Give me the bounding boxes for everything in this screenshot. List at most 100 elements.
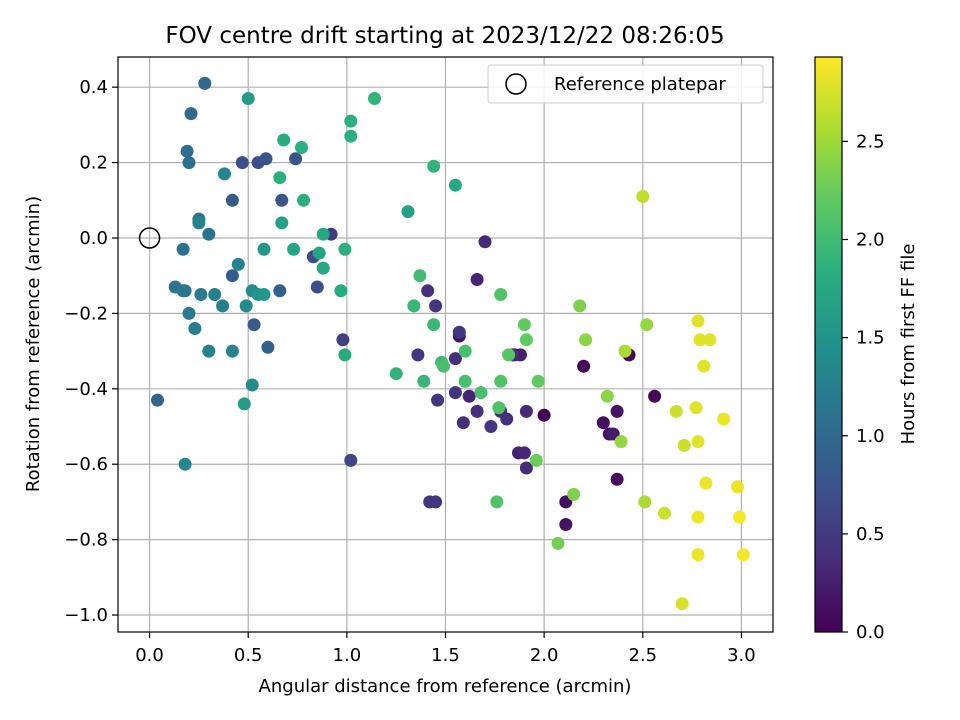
data-point [675, 597, 689, 611]
x-tick-label: 2.0 [530, 645, 559, 666]
legend-marker [505, 73, 527, 95]
data-point [401, 205, 415, 219]
colorbar-ticks: 0.0 0.5 1.0 1.5 2.0 2.5 [842, 131, 885, 643]
data-point [257, 242, 271, 256]
x-tick-label: 3.0 [727, 645, 756, 666]
y-tick-label: 0.0 [79, 228, 108, 249]
data-point [417, 374, 431, 388]
x-tick-label: 2.5 [628, 645, 657, 666]
colorbar-tick-label: 2.5 [856, 131, 885, 152]
data-point [559, 518, 573, 531]
y-axis-ticks: 0.4 0.2 0.0 −0.2 −0.4 −0.6 −0.8 −1.0 [64, 77, 118, 626]
data-point [484, 420, 498, 433]
data-point [502, 348, 516, 362]
data-point [462, 389, 476, 403]
data-point [239, 299, 253, 313]
data-point [500, 412, 514, 426]
data-point [492, 401, 506, 415]
data-point [736, 548, 750, 562]
data-point [178, 457, 192, 471]
data-point [458, 344, 472, 358]
x-axis-ticks: 0.0 0.5 1.0 1.5 2.0 2.5 3.0 [135, 632, 756, 666]
data-point [178, 284, 192, 298]
data-point [338, 348, 352, 362]
data-point [273, 171, 287, 185]
data-point [717, 412, 731, 426]
data-point [407, 299, 421, 313]
data-point [519, 461, 533, 475]
data-point [614, 435, 628, 449]
data-point [658, 506, 671, 520]
data-point [338, 242, 352, 256]
data-point [368, 92, 381, 105]
data-point [194, 288, 208, 301]
data-point [421, 284, 435, 298]
data-point [241, 92, 255, 105]
colorbar-label: Hours from first FF file [898, 244, 919, 445]
data-point [517, 446, 531, 460]
data-point [176, 242, 190, 256]
data-point [669, 404, 683, 418]
data-point [494, 374, 508, 388]
grid [118, 57, 773, 632]
data-point [693, 333, 707, 347]
reference-platepar-marker [138, 227, 161, 249]
data-point [733, 510, 746, 524]
data-point [277, 133, 291, 147]
data-point [427, 318, 441, 332]
x-tick-label: 1.5 [431, 645, 460, 666]
data-point [261, 340, 275, 354]
data-point [470, 404, 484, 418]
y-tick-label: 0.4 [79, 77, 108, 98]
data-point [151, 393, 164, 407]
data-point [610, 472, 624, 486]
data-point [297, 193, 310, 207]
data-point [182, 156, 196, 170]
data-point [618, 344, 632, 358]
data-point [225, 269, 239, 283]
legend-box [487, 64, 764, 104]
data-point [198, 76, 212, 90]
data-point [519, 333, 533, 347]
x-tick-label: 0.5 [234, 645, 263, 666]
data-point [458, 374, 472, 388]
data-point [180, 144, 194, 158]
data-point [470, 273, 484, 286]
data-point [567, 487, 581, 501]
y-axis-label: Rotation from reference (arcmin) [23, 196, 44, 492]
data-point [411, 348, 425, 362]
data-point [600, 389, 614, 403]
y-tick-label: 0.2 [79, 153, 108, 174]
chart-title: FOV centre drift starting at 2023/12/22 … [165, 23, 724, 49]
data-point [247, 318, 261, 332]
data-point [691, 548, 705, 562]
data-point [638, 495, 652, 509]
data-point [579, 333, 593, 347]
data-point [310, 280, 324, 294]
data-point [456, 416, 470, 430]
data-point [551, 536, 565, 550]
data-point [691, 314, 705, 328]
data-point [237, 397, 251, 411]
data-point [257, 288, 271, 301]
data-point [478, 235, 492, 249]
data-point [202, 344, 216, 358]
data-point [448, 178, 462, 192]
data-point [452, 325, 466, 339]
x-tick-label: 1.0 [333, 645, 362, 666]
colorbar: 0.0 0.5 1.0 1.5 2.0 2.5 Hours from first FF f… [814, 56, 919, 643]
data-point [192, 216, 206, 230]
data-point [344, 453, 358, 467]
data-point [184, 107, 198, 121]
data-point [596, 416, 610, 430]
data-point [636, 190, 650, 203]
data-point [225, 193, 239, 207]
data-point [474, 386, 488, 400]
data-point [677, 438, 691, 452]
data-point [231, 257, 245, 271]
data-point [437, 359, 450, 373]
data-point [689, 401, 703, 415]
data-point [208, 288, 222, 301]
data-point [517, 318, 531, 332]
data-point [731, 480, 744, 494]
